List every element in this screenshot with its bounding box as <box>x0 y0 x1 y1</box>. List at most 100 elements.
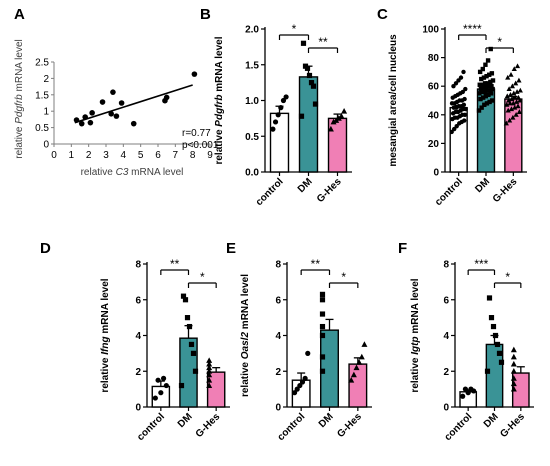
x-tick-label-a: 8 <box>190 150 196 161</box>
y-axis-title-a-part-2: mRNA level <box>14 39 25 94</box>
data-point-c <box>514 99 520 104</box>
data-point-c <box>480 82 485 87</box>
data-point-c <box>490 98 495 103</box>
data-point-b <box>298 113 305 119</box>
y-axis-title-d: relative Ifng mRNA level <box>100 278 111 392</box>
panel-letter-a: A <box>14 6 25 23</box>
data-point-c <box>511 90 517 96</box>
data-point-f <box>486 295 493 301</box>
significance-label-c: * <box>497 35 502 49</box>
y-tick-label-f: 8 <box>443 260 449 271</box>
y-tick-label-b: 1.0 <box>245 96 259 107</box>
data-point-c <box>482 81 488 86</box>
data-point-c <box>505 107 511 113</box>
data-point-c <box>480 95 486 100</box>
panel-letter-c: C <box>377 6 388 23</box>
data-point-c <box>512 104 518 110</box>
x-axis-title-a-part-0: relative <box>81 167 116 178</box>
scatter-point-a <box>73 117 80 123</box>
data-point-c <box>504 101 510 107</box>
y-axis-title-a-part-0: relative <box>14 124 25 159</box>
panel-letter-b: B <box>200 6 211 23</box>
y-axis-title-b-part-0: relative <box>214 127 225 165</box>
bar-e-dm <box>320 329 339 408</box>
data-point-c <box>510 100 516 106</box>
scatter-point-a <box>108 111 114 117</box>
significance-label-b: * <box>292 22 297 36</box>
y-tick-label-e: 4 <box>275 331 281 342</box>
data-point-f <box>462 386 469 392</box>
data-point-b <box>270 126 276 132</box>
data-point-c <box>451 84 456 89</box>
scatter-point-a <box>82 114 88 120</box>
data-point-f <box>510 380 517 387</box>
significance-label-c: **** <box>463 22 482 36</box>
data-point-c <box>509 96 515 102</box>
data-point-c <box>515 94 522 100</box>
data-point-b <box>306 72 313 79</box>
y-tick-label-c: 100 <box>422 25 439 36</box>
panel-d: D 0 2 4 6 8 relative Ifng mRNA level control DM G… <box>40 240 230 443</box>
y-tick-label-a: 1 <box>43 107 49 118</box>
data-point-d <box>186 323 193 330</box>
data-point-f <box>494 341 501 348</box>
data-point-c <box>516 77 522 83</box>
data-point-c <box>479 76 484 82</box>
data-point-b <box>272 119 279 125</box>
category-label-e: control <box>276 411 308 443</box>
y-tick-label-b: 2.0 <box>245 25 259 36</box>
data-point-c <box>462 112 468 118</box>
data-point-e <box>353 364 360 371</box>
y-axis-title-f-part-0: relative <box>410 355 421 393</box>
x-tick-label-a: 0 <box>51 150 57 161</box>
data-point-d <box>182 297 189 303</box>
data-point-c <box>482 102 487 107</box>
y-tick-label-d: 2 <box>135 367 141 378</box>
y-axis-title-f: relative Igtp mRNA level <box>410 278 421 392</box>
significance-label-b: ** <box>318 35 328 49</box>
data-point-c <box>478 96 483 102</box>
data-point-c <box>513 80 519 86</box>
y-axis-title-e-part-0: relative <box>240 359 251 397</box>
data-point-f <box>510 385 517 392</box>
y-tick-label-a: 1.5 <box>35 90 49 101</box>
data-point-d <box>206 364 213 371</box>
data-point-d <box>206 376 213 383</box>
y-tick-label-d: 6 <box>135 295 141 306</box>
data-point-f <box>510 346 517 353</box>
data-point-c <box>477 91 482 96</box>
category-label-c: G-Hes <box>491 176 520 205</box>
data-point-c <box>487 72 492 77</box>
data-point-b <box>302 63 309 69</box>
y-axis-title-d-part-1: Ifng <box>100 336 111 354</box>
data-point-c <box>517 97 523 103</box>
x-axis-title-a: relative C3 mRNA level <box>81 167 184 178</box>
data-point-f <box>510 375 517 381</box>
data-point-c <box>490 78 496 83</box>
data-point-f <box>510 353 517 360</box>
data-point-c <box>463 86 468 92</box>
data-point-e <box>302 375 308 381</box>
data-point-c <box>513 112 519 117</box>
data-point-c <box>488 79 493 85</box>
data-point-c <box>488 46 493 52</box>
category-label-c: control <box>433 176 465 208</box>
significance-label-f: * <box>505 270 510 284</box>
data-point-c <box>449 129 454 135</box>
panel-b: B 0.0 0.5 1.0 1.5 2.0 relative Pdgfrb mRNA lev… <box>200 6 352 208</box>
data-point-c <box>506 97 512 103</box>
data-point-e <box>319 323 326 330</box>
data-point-c <box>485 88 490 93</box>
data-point-c <box>514 89 520 94</box>
data-point-c <box>479 89 485 95</box>
category-label-e: G-Hes <box>335 411 364 440</box>
stat-annotation-a: r=0.77 <box>182 128 211 139</box>
y-tick-label-f: 4 <box>443 331 449 342</box>
scatter-point-a <box>118 100 125 106</box>
category-label-f: G-Hes <box>498 411 527 440</box>
data-point-e <box>319 368 326 374</box>
data-point-e <box>319 291 326 297</box>
category-label-b: DM <box>296 176 315 195</box>
data-point-c <box>456 78 461 83</box>
data-point-d <box>163 382 169 389</box>
